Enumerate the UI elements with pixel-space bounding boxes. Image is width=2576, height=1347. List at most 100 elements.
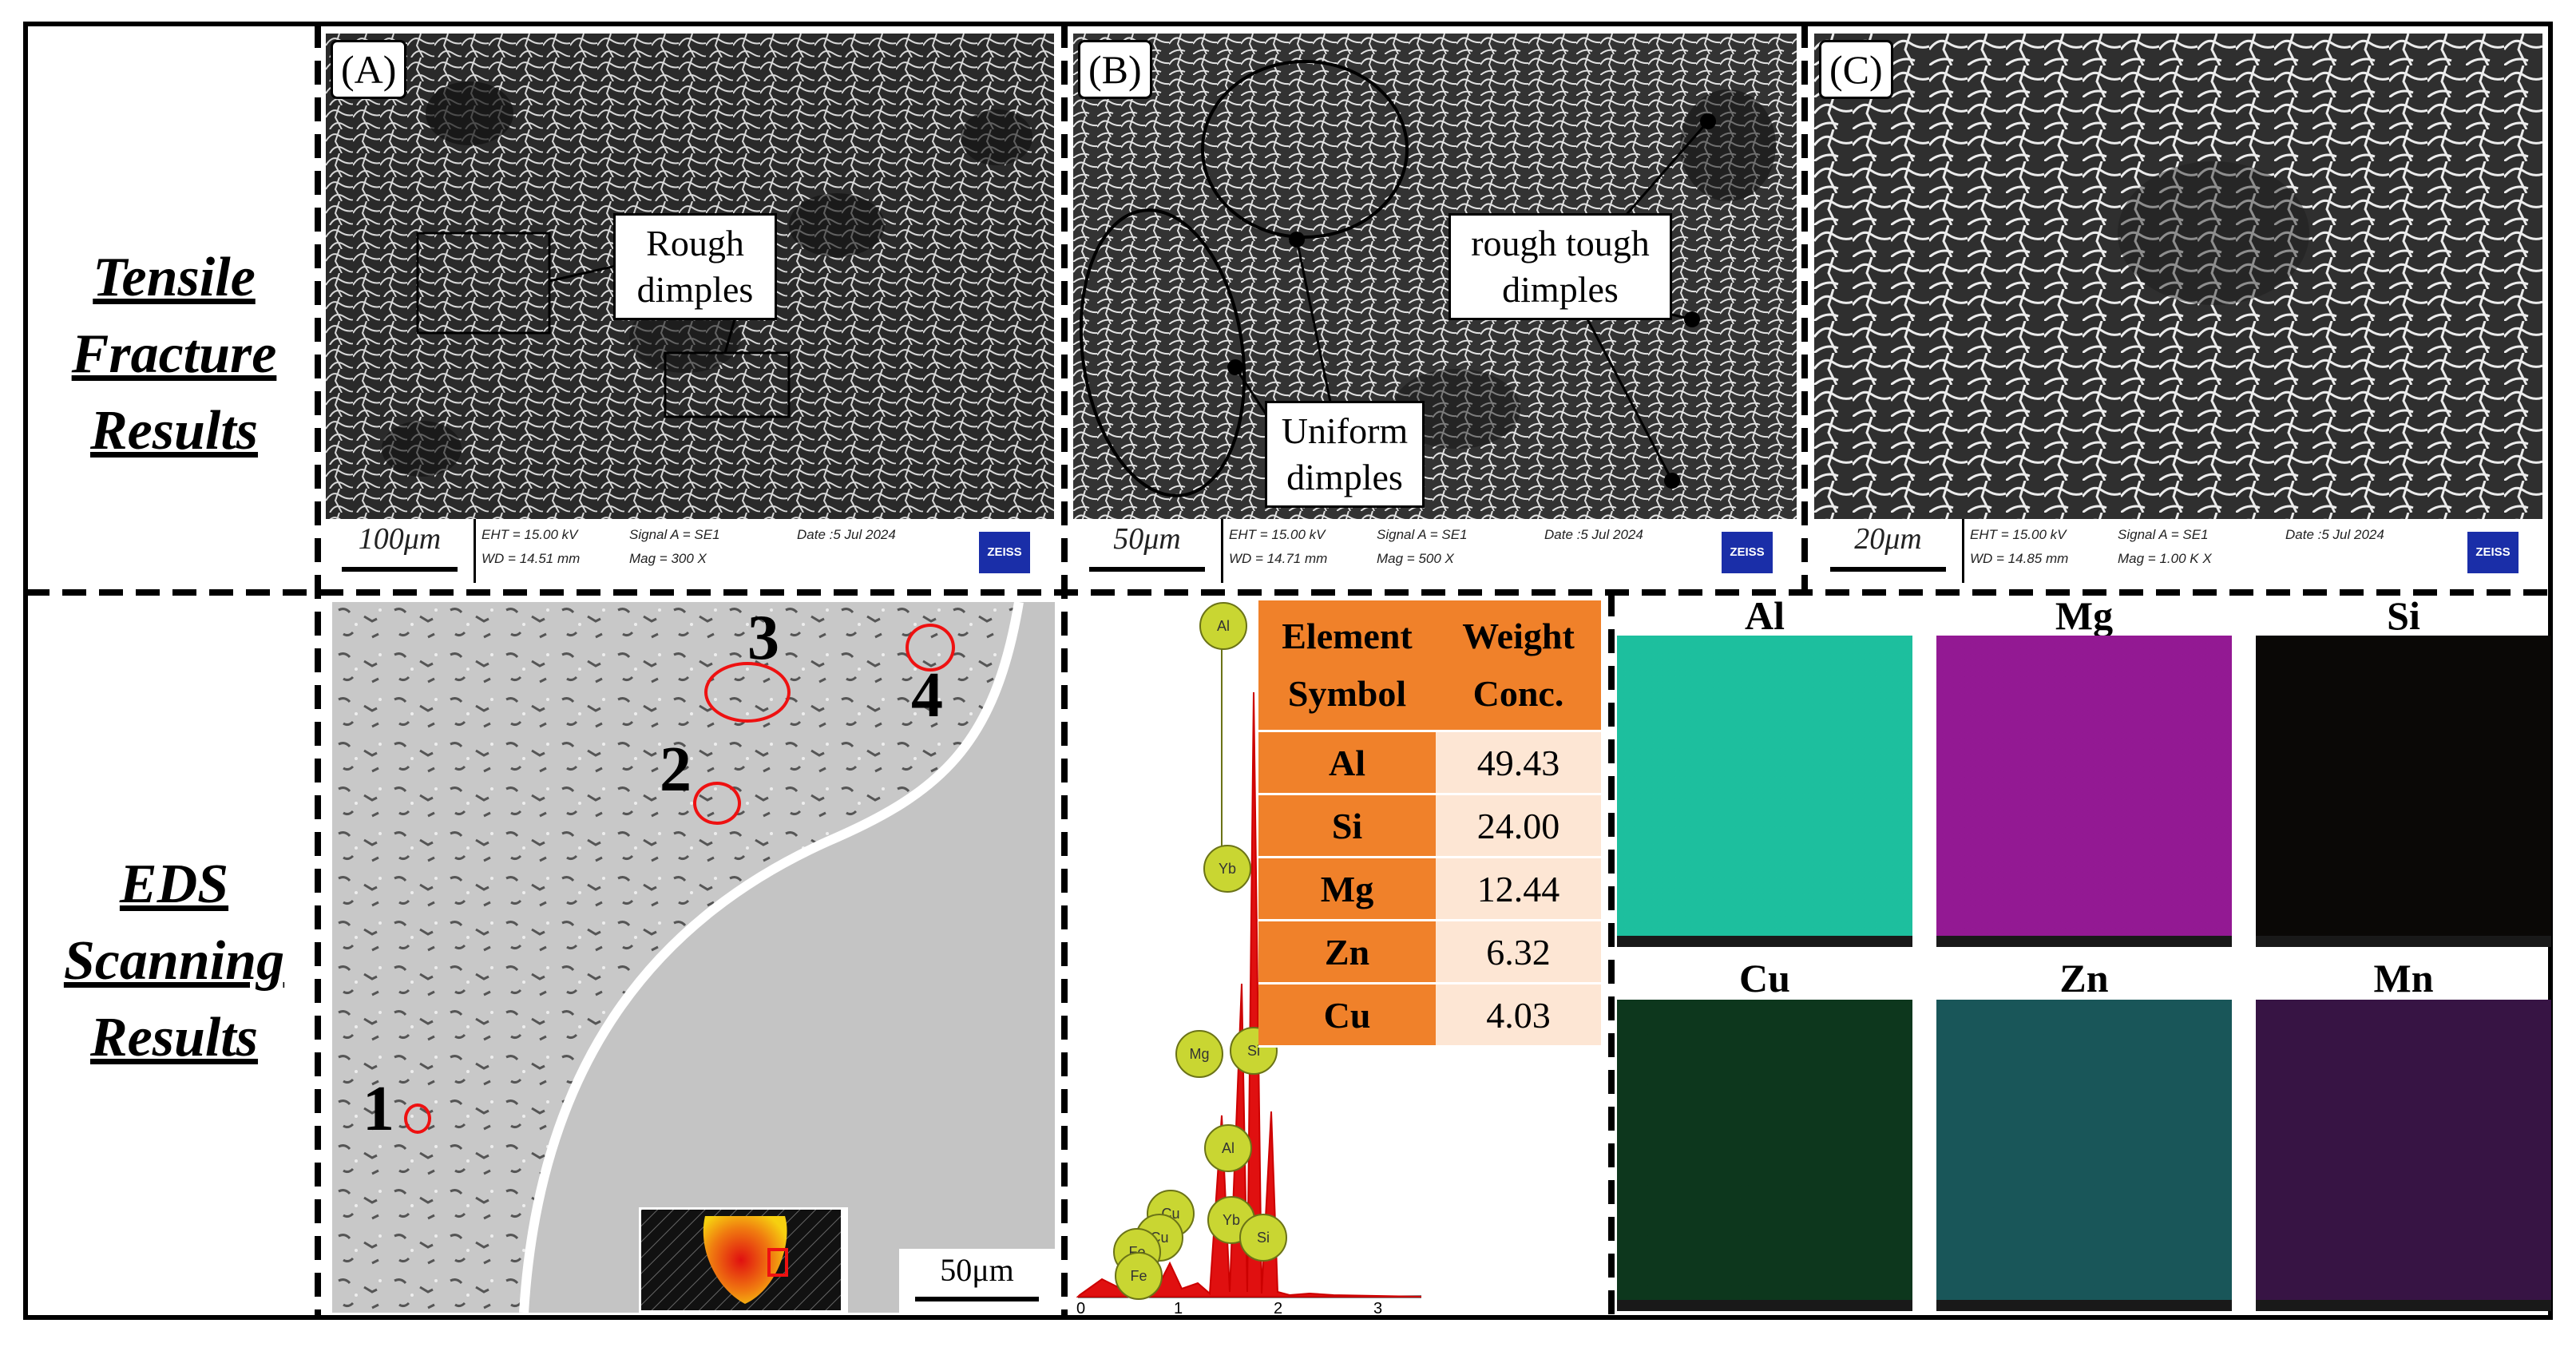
- peak-label-mg: Mg: [1175, 1030, 1223, 1078]
- peak-label-al: Al: [1199, 602, 1247, 650]
- point-circle-2: [693, 782, 741, 825]
- element-map-mg: [1936, 636, 2232, 947]
- info-wd: WD = 14.51 mm: [482, 551, 581, 566]
- scale-bar-label: 50μm: [1113, 522, 1181, 556]
- peak-label-si-2: Si: [1239, 1214, 1287, 1262]
- row-label-line: Results: [89, 400, 259, 462]
- callout-rough-tough-dimples: rough tough dimples: [1449, 213, 1672, 320]
- row-label-line: EDS: [119, 854, 229, 915]
- map-footer: [2256, 1300, 2551, 1311]
- table-row: Cu 4.03: [1258, 984, 1601, 1048]
- point-label-1: 1: [363, 1074, 394, 1144]
- weld-inset-drawing: [641, 1210, 841, 1310]
- scale-bar-label: 20μm: [1854, 522, 1922, 556]
- info-mag: Mag = 500 X: [1377, 551, 1454, 566]
- header-line: Element: [1282, 616, 1413, 656]
- zeiss-logo: ZEISS: [1722, 532, 1773, 573]
- header-line: Symbol: [1287, 673, 1407, 714]
- info-signal: Signal A = SE1: [2118, 527, 2209, 542]
- sem-image-a: (A) Rough dimples 100μm EHT = 15.00 kV W…: [326, 34, 1054, 583]
- info-mag: Mag = 1.00 K X: [2118, 551, 2212, 566]
- element-map-si: [2256, 636, 2551, 947]
- point-circle-3: [704, 662, 791, 723]
- map-footer: [1617, 936, 1912, 947]
- table-cell-value: 49.43: [1436, 732, 1601, 795]
- callout-line: Rough: [646, 223, 744, 263]
- row-label-line: Tensile: [93, 247, 256, 308]
- zeiss-logo: ZEISS: [979, 532, 1030, 573]
- info-wd: WD = 14.85 mm: [1970, 551, 2069, 566]
- info-eht: EHT = 15.00 kV: [1229, 527, 1326, 542]
- scale-bar-c: 20μm: [1814, 519, 1964, 583]
- table-cell-value: 6.32: [1436, 921, 1601, 984]
- table-cell-element: Si: [1258, 795, 1436, 858]
- weld-inset: [639, 1207, 848, 1313]
- sem-info-bar: 50μm EHT = 15.00 kV WD = 14.71 mm Signal…: [1073, 519, 1797, 583]
- scale-bar-line: [915, 1297, 1039, 1301]
- zeiss-logo: ZEISS: [2467, 532, 2519, 573]
- spectrum-tick-1: 1: [1174, 1300, 1183, 1315]
- table-cell-element: Zn: [1258, 921, 1436, 984]
- scale-bar-a: 100μm: [326, 519, 476, 583]
- scale-bar-label: 100μm: [358, 522, 442, 556]
- peak-label-al-2: Al: [1204, 1124, 1252, 1172]
- table-row: Mg 12.44: [1258, 858, 1601, 921]
- callout-line: rough tough: [1471, 223, 1650, 263]
- panel-letter-a: (A): [331, 40, 407, 99]
- eds-micrograph: 1 2 3 4 50μm: [332, 602, 1055, 1313]
- map-footer: [1936, 1300, 2232, 1311]
- sem-texture: [1814, 34, 2542, 521]
- sem-texture: [1073, 34, 1797, 521]
- table-cell-value: 24.00: [1436, 795, 1601, 858]
- callout-rough-dimples: Rough dimples: [613, 213, 777, 320]
- table-cell-value: 12.44: [1436, 858, 1601, 921]
- table-row: Zn 6.32: [1258, 921, 1601, 984]
- map-title-si: Si: [2387, 593, 2420, 638]
- sem-info-bar: 100μm EHT = 15.00 kV WD = 14.51 mm Signa…: [326, 519, 1054, 583]
- info-date: Date :5 Jul 2024: [2285, 527, 2384, 542]
- element-map-cu: [1617, 1000, 1912, 1311]
- element-map-zn: [1936, 1000, 2232, 1311]
- info-signal: Signal A = SE1: [629, 527, 720, 542]
- scale-bar-line: [1089, 567, 1205, 572]
- table-row: Si 24.00: [1258, 795, 1601, 858]
- info-date: Date :5 Jul 2024: [1544, 527, 1643, 542]
- table-row: Al 49.43: [1258, 732, 1601, 795]
- scale-bar-b: 50μm: [1073, 519, 1223, 583]
- row-label-line: Scanning: [63, 930, 285, 992]
- scale-bar-label: 50μm: [940, 1252, 1014, 1288]
- map-title-cu: Cu: [1739, 956, 1790, 1000]
- callout-line: dimples: [1502, 269, 1619, 310]
- map-footer: [1617, 1300, 1912, 1311]
- row-label-line: Results: [89, 1007, 259, 1068]
- peak-label-yb: Yb: [1203, 845, 1251, 893]
- spectrum-tick-3: 3: [1373, 1300, 1382, 1315]
- callout-line: dimples: [636, 269, 754, 310]
- header-line: Weight: [1462, 616, 1575, 656]
- element-map-al: [1617, 636, 1912, 947]
- panel-letter-c: (C): [1819, 40, 1893, 99]
- sem-image-b: (B) rough tough dimples Uniform dimples …: [1073, 34, 1797, 583]
- panel-letter-b: (B): [1078, 40, 1152, 99]
- info-eht: EHT = 15.00 kV: [1970, 527, 2067, 542]
- peak-label-si: Si: [1230, 1027, 1278, 1075]
- info-signal: Signal A = SE1: [1377, 527, 1468, 542]
- table-cell-value: 4.03: [1436, 984, 1601, 1048]
- spectrum-tick-2: 2: [1274, 1300, 1282, 1315]
- row-label-eds: EDS Scanning Results: [30, 846, 318, 1076]
- callout-line: Uniform: [1281, 410, 1409, 451]
- scale-bar-line: [342, 567, 458, 572]
- info-date: Date :5 Jul 2024: [797, 527, 896, 542]
- map-title-zn: Zn: [2059, 956, 2109, 1000]
- map-footer: [2256, 936, 2551, 947]
- point-label-4: 4: [911, 660, 943, 731]
- info-mag: Mag = 300 X: [629, 551, 707, 566]
- point-circle-4: [906, 624, 955, 672]
- sem-image-c: (C) 20μm EHT = 15.00 kV WD = 14.85 mm Si…: [1814, 34, 2542, 583]
- table-header-weight: Weight Conc.: [1436, 600, 1601, 732]
- point-label-2: 2: [660, 735, 692, 805]
- map-footer: [1936, 936, 2232, 947]
- row-label-line: Fracture: [71, 323, 277, 385]
- spectrum-tick-0: 0: [1076, 1300, 1085, 1315]
- scale-bar-line: [1830, 567, 1946, 572]
